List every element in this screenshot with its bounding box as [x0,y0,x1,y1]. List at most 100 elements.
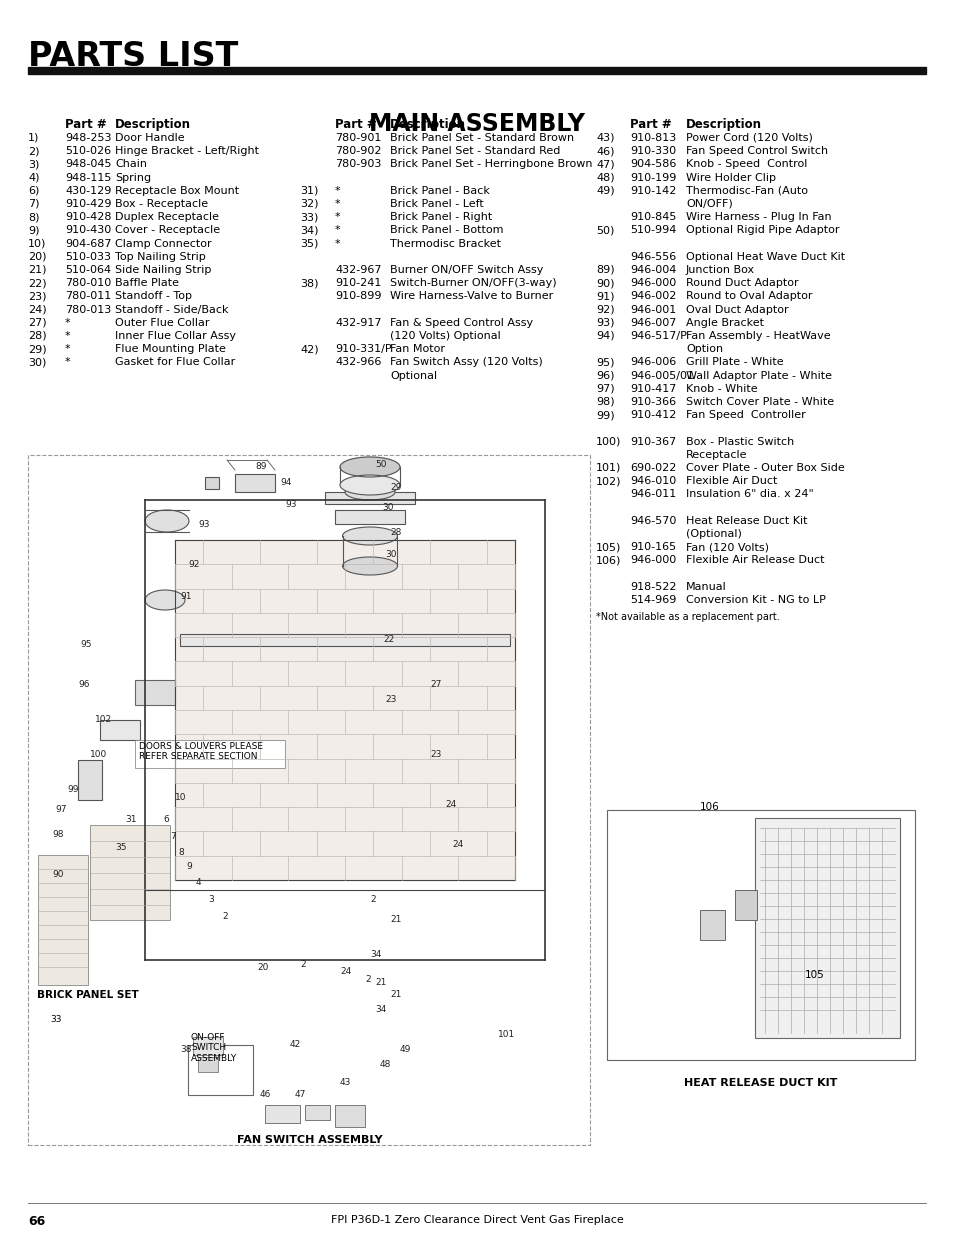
Text: ON/OFF): ON/OFF) [685,199,732,209]
Text: *: * [335,185,340,196]
Text: Side Nailing Strip: Side Nailing Strip [115,266,212,275]
Text: 910-330: 910-330 [629,146,676,156]
Text: 50: 50 [375,459,386,469]
Text: Standoff - Side/Back: Standoff - Side/Back [115,305,229,315]
Text: Duplex Receptacle: Duplex Receptacle [115,212,219,222]
Text: 46): 46) [596,146,614,156]
Text: 28): 28) [28,331,47,341]
Text: Oval Duct Adaptor: Oval Duct Adaptor [685,305,788,315]
Text: Wire Harness-Valve to Burner: Wire Harness-Valve to Burner [390,291,553,301]
Text: 9: 9 [186,862,192,871]
Text: 21): 21) [28,266,47,275]
Text: 6): 6) [28,185,39,196]
Text: ON-OFF
SWITCH
ASSEMBLY: ON-OFF SWITCH ASSEMBLY [191,1032,237,1063]
Text: 4): 4) [28,173,39,183]
Bar [305,1105,330,1120]
Text: 910-366: 910-366 [629,396,676,408]
Text: 910-813: 910-813 [629,133,676,143]
Text: Description: Description [685,119,761,131]
Text: Wire Holder Clip: Wire Holder Clip [685,173,775,183]
Text: 23: 23 [430,750,441,760]
Text: 99): 99) [596,410,614,420]
Text: 22): 22) [28,278,47,288]
Text: Insulation 6" dia. x 24": Insulation 6" dia. x 24" [685,489,813,499]
Text: 24): 24) [28,305,47,315]
Bar [754,818,899,1037]
Text: Optional: Optional [390,370,436,380]
Text: 102: 102 [95,715,112,724]
Text: 904-586: 904-586 [629,159,676,169]
Text: Option: Option [685,345,722,354]
Text: 48: 48 [379,1060,391,1070]
Text: 31: 31 [125,815,136,824]
Text: 780-901: 780-901 [335,133,381,143]
Text: Angle Bracket: Angle Bracket [685,317,763,327]
Text: Box - Receptacle: Box - Receptacle [115,199,208,209]
Text: Thermodisc-Fan (Auto: Thermodisc-Fan (Auto [685,185,807,196]
Text: 94): 94) [596,331,614,341]
Text: DOORS & LOUVERS PLEASE
REFER SEPARATE SECTION: DOORS & LOUVERS PLEASE REFER SEPARATE SE… [139,742,263,762]
Text: *: * [335,226,340,236]
Text: 910-412: 910-412 [629,410,676,420]
Text: 96): 96) [596,370,614,380]
Text: Optional Heat Wave Duct Kit: Optional Heat Wave Duct Kit [685,252,844,262]
Text: Cover - Receptacle: Cover - Receptacle [115,226,220,236]
Text: 34: 34 [370,950,381,960]
Text: Brick Panel Set - Standard Brown: Brick Panel Set - Standard Brown [390,133,574,143]
Text: 33: 33 [50,1015,61,1024]
Text: 49: 49 [399,1045,411,1053]
Text: 2): 2) [28,146,39,156]
Text: Brick Panel - Left: Brick Panel - Left [390,199,483,209]
Text: 946-001: 946-001 [629,305,676,315]
Text: 94: 94 [280,478,291,487]
Text: 35: 35 [115,844,127,852]
Text: 23): 23) [28,291,47,301]
Text: 910-241: 910-241 [335,278,381,288]
Bar [100,720,140,740]
Text: 95: 95 [80,640,91,650]
Text: Standoff - Top: Standoff - Top [115,291,192,301]
Text: Fan & Speed Control Assy: Fan & Speed Control Assy [390,317,533,327]
Text: 430-129: 430-129 [65,185,112,196]
Text: 10): 10) [28,238,47,248]
Text: Round to Oval Adaptor: Round to Oval Adaptor [685,291,812,301]
Text: Flue Mounting Plate: Flue Mounting Plate [115,345,226,354]
Text: 101: 101 [497,1030,515,1039]
Bar [734,890,757,920]
Text: 43: 43 [339,1078,351,1087]
Text: 49): 49) [596,185,614,196]
Bar [700,910,724,940]
Text: 106: 106 [700,802,719,811]
Text: 93: 93 [198,520,210,529]
Bar [38,855,88,986]
Text: 910-899: 910-899 [335,291,381,301]
Bar [606,810,914,1060]
Text: Door Handle: Door Handle [115,133,185,143]
Ellipse shape [339,457,399,477]
Text: 98): 98) [596,396,614,408]
Text: *: * [65,345,71,354]
Ellipse shape [145,510,189,532]
Text: 105): 105) [596,542,620,552]
Bar [335,510,405,524]
Text: Inner Flue Collar Assy: Inner Flue Collar Assy [115,331,235,341]
Text: 32): 32) [299,199,318,209]
Text: 34: 34 [375,1005,386,1014]
Text: *Not available as a replacement part.: *Not available as a replacement part. [596,613,779,622]
Text: Fan (120 Volts): Fan (120 Volts) [685,542,768,552]
Text: Brick Panel - Back: Brick Panel - Back [390,185,489,196]
Text: Spring: Spring [115,173,151,183]
Text: Description: Description [115,119,191,131]
Text: 4: 4 [195,878,201,887]
Bar [265,1105,299,1123]
Text: 910-429: 910-429 [65,199,112,209]
Text: 35): 35) [299,238,318,248]
Bar [174,540,515,881]
Text: 99: 99 [67,785,78,794]
Text: Fan Switch Assy (120 Volts): Fan Switch Assy (120 Volts) [390,357,542,367]
Text: Brick Panel - Bottom: Brick Panel - Bottom [390,226,503,236]
Text: 780-903: 780-903 [335,159,381,169]
Text: 38: 38 [180,1045,192,1053]
Text: 946-011: 946-011 [629,489,676,499]
Text: *: * [65,331,71,341]
